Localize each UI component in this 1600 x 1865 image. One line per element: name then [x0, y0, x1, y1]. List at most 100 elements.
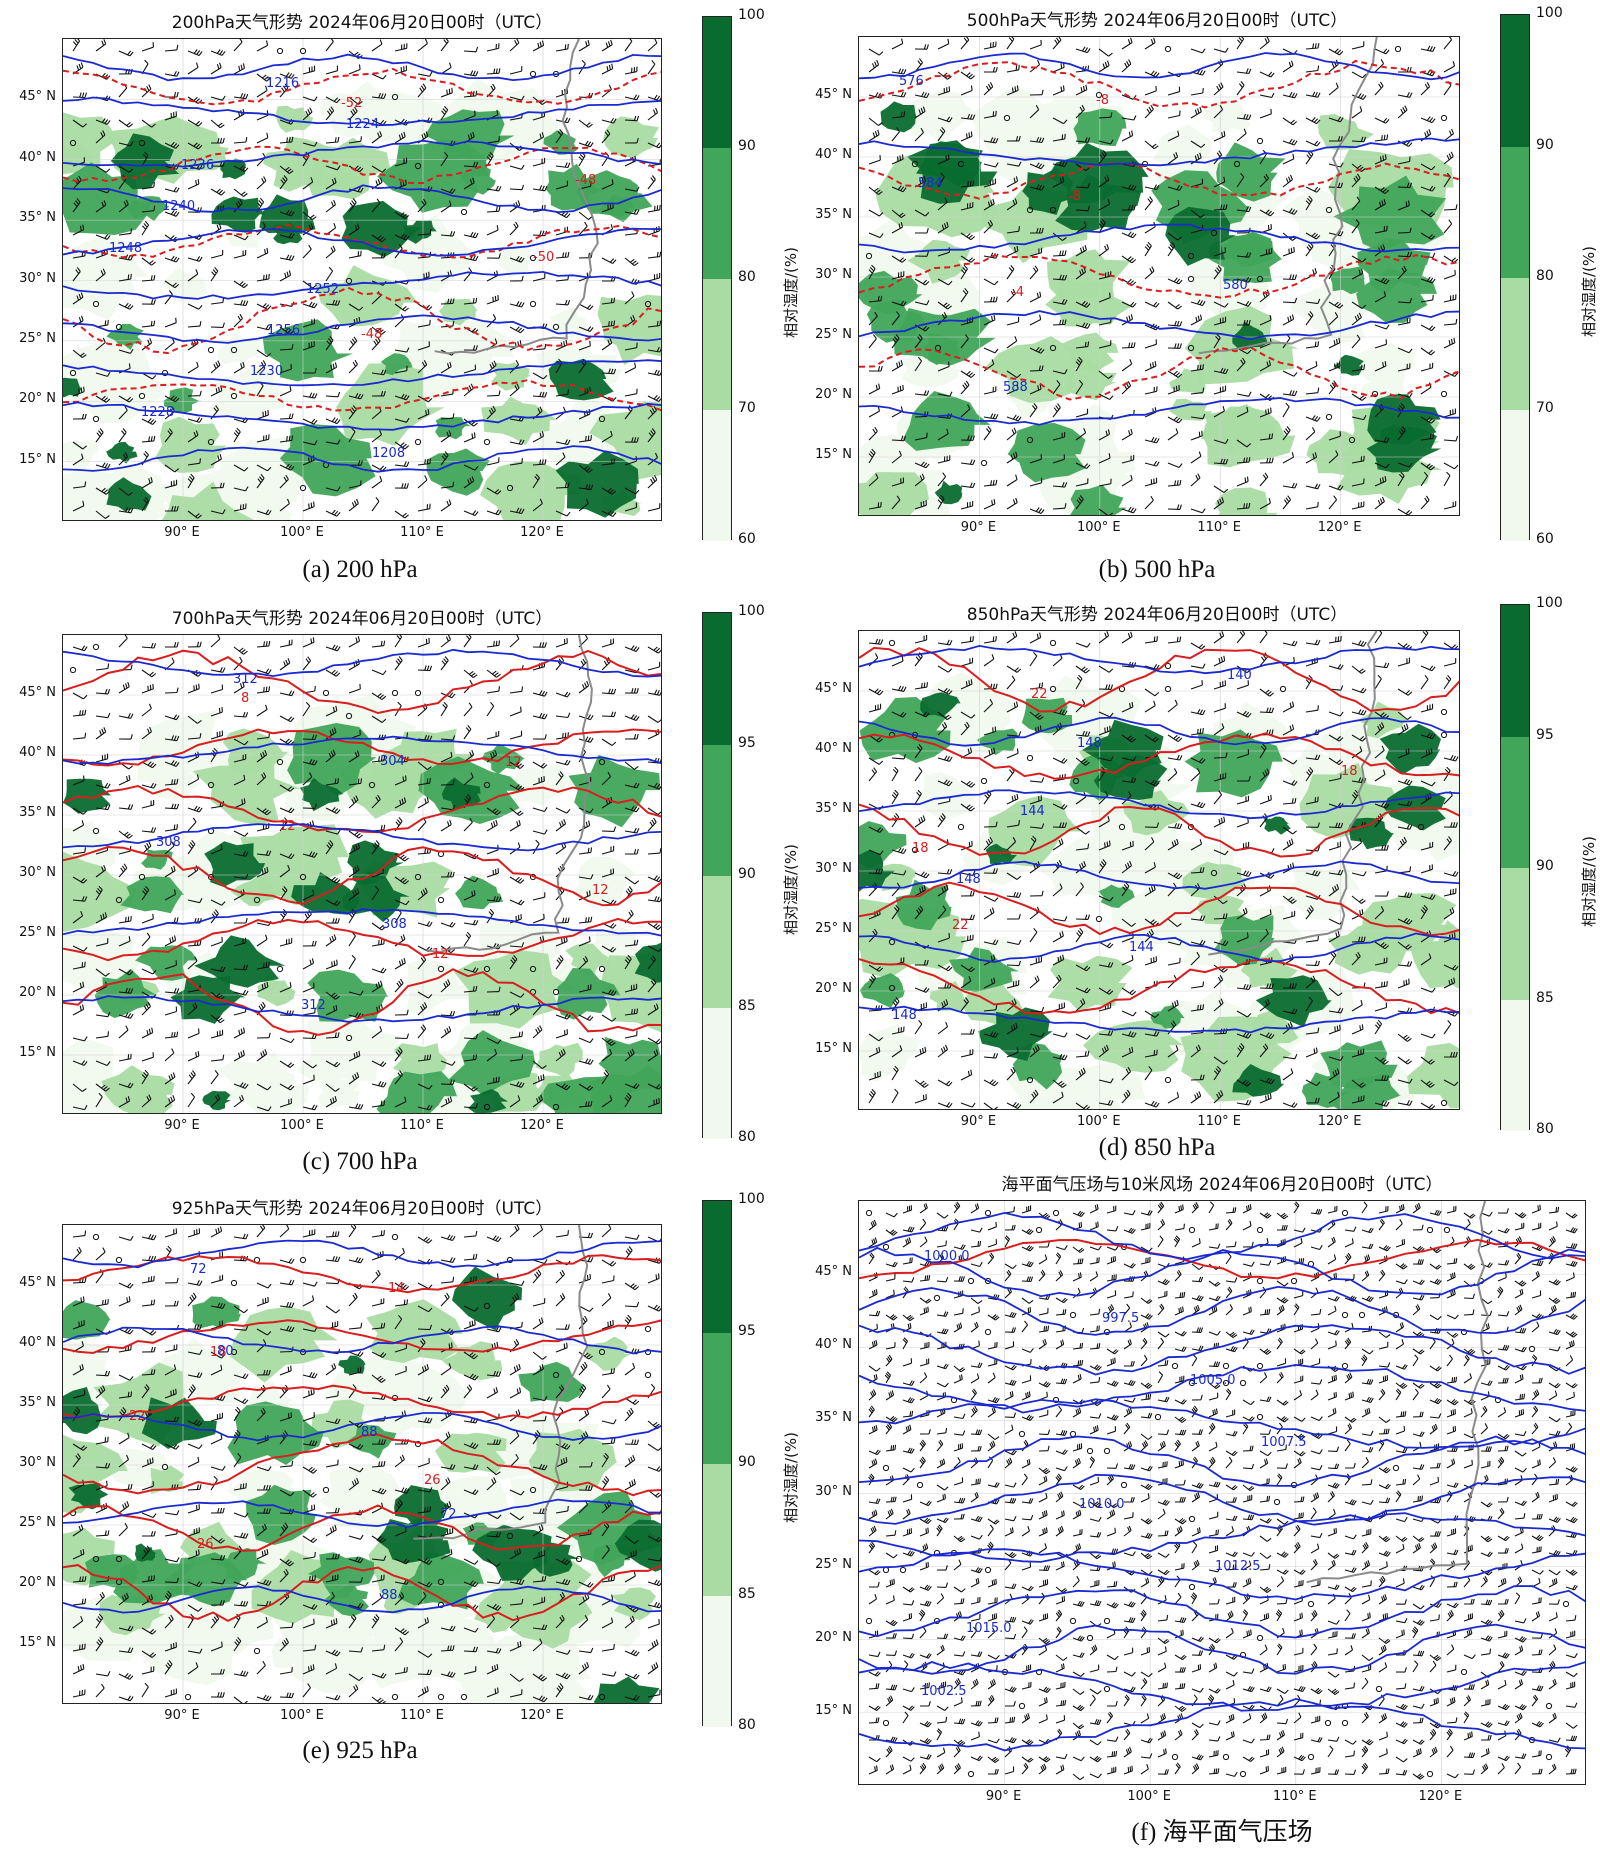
wind-barb [1029, 1032, 1045, 1038]
wind-barb [1029, 823, 1045, 829]
wind-barb [953, 1322, 963, 1333]
wind-barb [1213, 131, 1226, 142]
wind-barb [95, 1683, 105, 1698]
wind-barb [601, 1452, 609, 1468]
wind-barb [279, 1412, 292, 1422]
wind-barb [919, 1754, 932, 1760]
wind-barb [1144, 85, 1157, 96]
wind-barb [1293, 1201, 1300, 1214]
wind-barb [1327, 1491, 1335, 1503]
wind-barb [463, 70, 479, 77]
wind-barb [1327, 1407, 1337, 1418]
wind-barb [1497, 1703, 1510, 1711]
wind-barb [210, 1535, 225, 1544]
wind-barb [440, 39, 449, 52]
wind-barb [440, 1527, 454, 1537]
wind-barb [279, 344, 294, 351]
wind-barb [440, 1645, 455, 1652]
wind-barb [348, 1603, 364, 1609]
wind-barb [1006, 370, 1022, 379]
wind-barb [95, 1671, 111, 1677]
wind-barb [1190, 48, 1206, 54]
wind-barb [440, 451, 449, 466]
wind-barb [1208, 1280, 1221, 1287]
wind-barb [1098, 859, 1107, 874]
humidity-area [948, 947, 1019, 992]
wind-barb [953, 1308, 964, 1316]
colorbar-tick-label: 85 [738, 997, 756, 1014]
wind-barb [1282, 91, 1298, 99]
wind-barb [279, 413, 294, 420]
calm-wind-marker [230, 1348, 238, 1356]
wind-barb [141, 841, 152, 855]
wind-barb [417, 1002, 428, 1016]
lat-tick-label: 45° N [815, 87, 852, 102]
lon-tick-label: 110° E [400, 1118, 444, 1133]
wind-barb [891, 68, 907, 75]
wind-barb [960, 85, 973, 96]
wind-barb [72, 1549, 85, 1560]
wind-barb [233, 873, 249, 880]
wind-barb [141, 1650, 157, 1658]
wind-barb [118, 1374, 134, 1381]
humidity-area [1356, 268, 1437, 323]
wind-barb [1098, 48, 1113, 57]
wind-barb [164, 778, 179, 786]
calm-wind-marker [1256, 1277, 1264, 1285]
wind-barb [1174, 1592, 1182, 1605]
wind-barb [233, 39, 243, 52]
wind-barb [164, 865, 176, 878]
wind-barb [1293, 1450, 1306, 1457]
calm-wind-marker [1545, 1702, 1553, 1710]
calm-wind-marker [1307, 1600, 1315, 1608]
wind-barb [1565, 1243, 1578, 1250]
wind-barb [624, 1092, 632, 1108]
wind-barb [1514, 1467, 1527, 1473]
wind-barb [1029, 136, 1045, 144]
wind-barb [1443, 888, 1457, 897]
humidity-area [1021, 697, 1073, 734]
wind-barb [302, 223, 314, 236]
wind-barb [1497, 1272, 1507, 1282]
wind-barb [1208, 1295, 1221, 1302]
wind-barb [1167, 384, 1180, 395]
wind-barb [953, 1443, 964, 1452]
wind-barb [141, 320, 156, 328]
temperature-label: 22 [1031, 687, 1048, 702]
wind-barb [233, 851, 249, 857]
wind-barb [1480, 1599, 1493, 1606]
wind-barb [532, 734, 547, 740]
wind-barb [953, 1611, 962, 1622]
colorbar-e [702, 1200, 732, 1727]
colorbar-b [1500, 14, 1530, 541]
wind-barb [1098, 895, 1114, 902]
wind-barb [1276, 1297, 1289, 1304]
wind-barb [1259, 1478, 1270, 1486]
wind-barb [1236, 81, 1245, 96]
wind-barb [1021, 1414, 1034, 1422]
colorbar-tick-label: 100 [738, 1191, 765, 1207]
lat-tick-label: 25° N [815, 921, 852, 936]
wind-barb [1072, 1210, 1085, 1218]
humidity-area [568, 754, 661, 828]
wind-barb [256, 324, 272, 331]
wind-barb [1259, 1495, 1271, 1503]
wind-barb [1446, 1602, 1459, 1609]
wind-barb [164, 1510, 180, 1516]
wind-barb [233, 1233, 249, 1240]
wind-barb [1443, 318, 1458, 326]
wind-barb [1191, 1394, 1203, 1401]
wind-barb [1236, 870, 1252, 878]
wind-barb [118, 273, 132, 282]
wind-barb [1006, 793, 1019, 805]
wind-barb [1429, 1697, 1439, 1707]
wind-barb [95, 912, 108, 924]
wind-barb [624, 94, 640, 101]
wind-barb [1497, 1548, 1509, 1554]
wind-barb [1208, 1545, 1219, 1554]
wind-barb [1378, 1713, 1388, 1724]
wind-barb [1443, 435, 1459, 442]
wind-barb [601, 1259, 617, 1267]
wind-barb [1305, 232, 1321, 240]
wind-barb [95, 395, 111, 403]
